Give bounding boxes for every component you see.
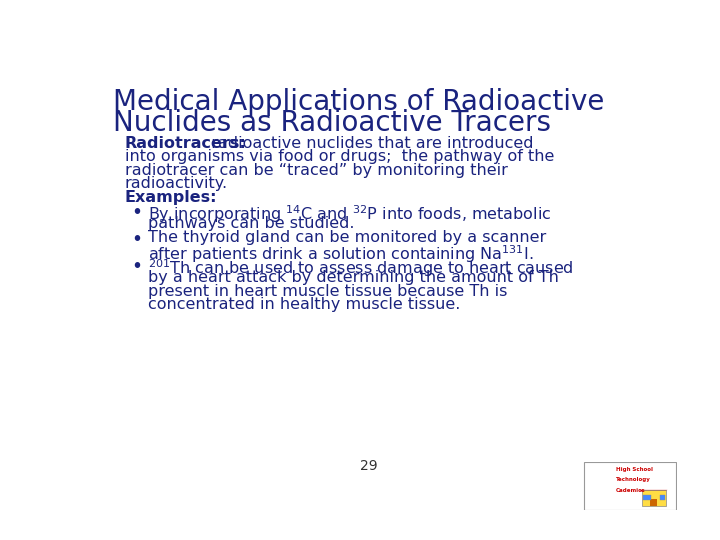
Text: Nuclides as Radioactive Tracers: Nuclides as Radioactive Tracers bbox=[113, 110, 552, 138]
Text: Medical Applications of Radioactive: Medical Applications of Radioactive bbox=[113, 88, 605, 116]
Text: Radiotracers:: Radiotracers: bbox=[125, 136, 247, 151]
Text: concentrated in healthy muscle tissue.: concentrated in healthy muscle tissue. bbox=[148, 298, 461, 312]
Text: radiotracer can be “traced” by monitoring their: radiotracer can be “traced” by monitorin… bbox=[125, 163, 508, 178]
Text: High School: High School bbox=[616, 467, 653, 471]
Text: •: • bbox=[131, 257, 142, 276]
Bar bbox=[643, 495, 651, 500]
Text: The thyroid gland can be monitored by a scanner: The thyroid gland can be monitored by a … bbox=[148, 230, 546, 245]
Text: •: • bbox=[131, 203, 142, 222]
Bar bbox=[642, 490, 665, 507]
Text: 29: 29 bbox=[360, 459, 378, 473]
Text: after patients drink a solution containing Na$^{131}$I.: after patients drink a solution containi… bbox=[148, 244, 534, 265]
Text: radioactivity.: radioactivity. bbox=[125, 176, 228, 191]
Text: Technology: Technology bbox=[616, 477, 651, 482]
Text: •: • bbox=[131, 230, 142, 249]
Text: present in heart muscle tissue because Th is: present in heart muscle tissue because T… bbox=[148, 284, 508, 299]
Text: by a heart attack by determining the amount of Th: by a heart attack by determining the amo… bbox=[148, 271, 559, 285]
Text: Examples:: Examples: bbox=[125, 190, 217, 205]
Text: into organisms via food or drugs;  the pathway of the: into organisms via food or drugs; the pa… bbox=[125, 149, 554, 164]
Text: $^{201}$Th can be used to assess damage to heart caused: $^{201}$Th can be used to assess damage … bbox=[148, 257, 574, 279]
Text: Cademics: Cademics bbox=[616, 488, 646, 493]
Polygon shape bbox=[639, 490, 667, 500]
Text: pathways can be studied.: pathways can be studied. bbox=[148, 217, 355, 232]
Bar bbox=[660, 495, 665, 500]
Text: radioactive nuclides that are introduced: radioactive nuclides that are introduced bbox=[201, 136, 534, 151]
Text: By incorporating $^{14}$C and $^{32}$P into foods, metabolic: By incorporating $^{14}$C and $^{32}$P i… bbox=[148, 203, 552, 225]
FancyBboxPatch shape bbox=[584, 462, 676, 510]
Bar bbox=[649, 498, 657, 507]
